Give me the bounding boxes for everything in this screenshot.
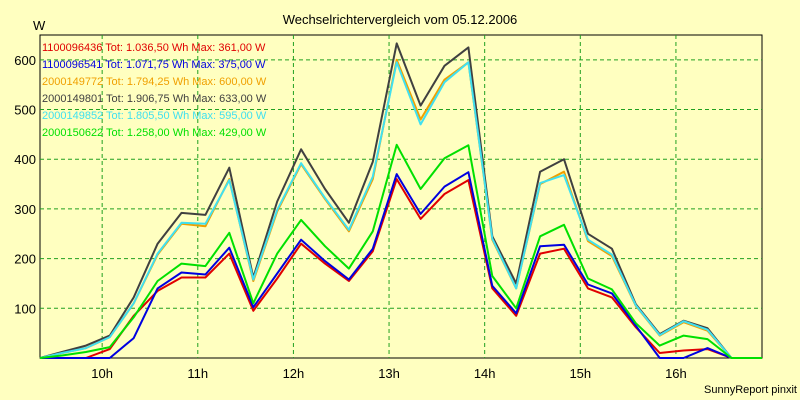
x-tick-label: 13h <box>378 366 400 381</box>
legend-stats: Tot: 1.036,50 Wh Max: 361,00 W <box>105 42 266 54</box>
x-tick-label: 11h <box>187 366 208 381</box>
y-tick-label: 500 <box>14 103 36 118</box>
legend-entry: 2000149852 Tot: 1.805,50 Wh Max: 595,00 … <box>42 110 267 122</box>
x-tick-label: 15h <box>569 366 591 381</box>
series-lines <box>39 42 762 359</box>
legend-entry: 2000149772 Tot: 1.794,25 Wh Max: 600,00 … <box>42 76 267 88</box>
legend-entry: 1100096436 Tot: 1.036,50 Wh Max: 361,00 … <box>42 42 266 54</box>
legend-stats: Tot: 1.805,50 Wh Max: 595,00 W <box>106 110 267 122</box>
grid-lines <box>40 35 762 358</box>
y-tick-label: 600 <box>14 53 36 68</box>
plot-area <box>39 34 763 359</box>
y-tick-label: 200 <box>14 252 36 267</box>
x-axis-ticks: 10h 11h 12h 13h 14h 15h 16h <box>91 366 686 381</box>
legend-id: 2000149852 <box>42 110 106 122</box>
legend-stats: Tot: 1.258,00 Wh Max: 429,00 W <box>106 127 267 139</box>
y-axis-ticks: 100 200 300 400 500 600 <box>14 53 36 316</box>
y-tick-label: 400 <box>14 152 36 167</box>
footer-credit: SunnyReport pinxit <box>704 384 797 396</box>
x-tick-label: 14h <box>474 366 496 381</box>
legend-stats: Tot: 1.071,75 Wh Max: 375,00 W <box>105 59 266 71</box>
legend-entry: 2000150622 Tot: 1.258,00 Wh Max: 429,00 … <box>42 127 267 139</box>
legend-id: 1100096436 <box>42 42 105 54</box>
chart-title: Wechselrichtervergleich vom 05.12.2006 <box>283 12 518 27</box>
legend-entry: 2000149801 Tot: 1.906,75 Wh Max: 633,00 … <box>42 93 267 105</box>
y-tick-label: 100 <box>14 301 36 316</box>
legend-id: 1100096541 <box>42 59 105 71</box>
x-tick-label: 16h <box>665 366 687 381</box>
series-line-2000149852 <box>39 61 762 359</box>
legend-entry: 1100096541 Tot: 1.071,75 Wh Max: 375,00 … <box>42 59 266 71</box>
legend-id: 2000149772 <box>42 76 106 88</box>
x-tick-label: 12h <box>283 366 305 381</box>
series-line-2000150622 <box>39 143 762 359</box>
legend-stats: Tot: 1.794,25 Wh Max: 600,00 W <box>106 76 267 88</box>
series-line-1100096541 <box>40 171 762 359</box>
y-tick-label: 300 <box>14 202 36 217</box>
x-tick-label: 10h <box>91 366 113 381</box>
legend-stats: Tot: 1.906,75 Wh Max: 633,00 W <box>106 93 267 105</box>
legend-id: 2000149801 <box>42 93 106 105</box>
legend: 1100096436 Tot: 1.036,50 Wh Max: 361,00 … <box>42 42 267 139</box>
y-axis-unit: W <box>33 18 46 33</box>
legend-id: 2000150622 <box>42 127 106 139</box>
